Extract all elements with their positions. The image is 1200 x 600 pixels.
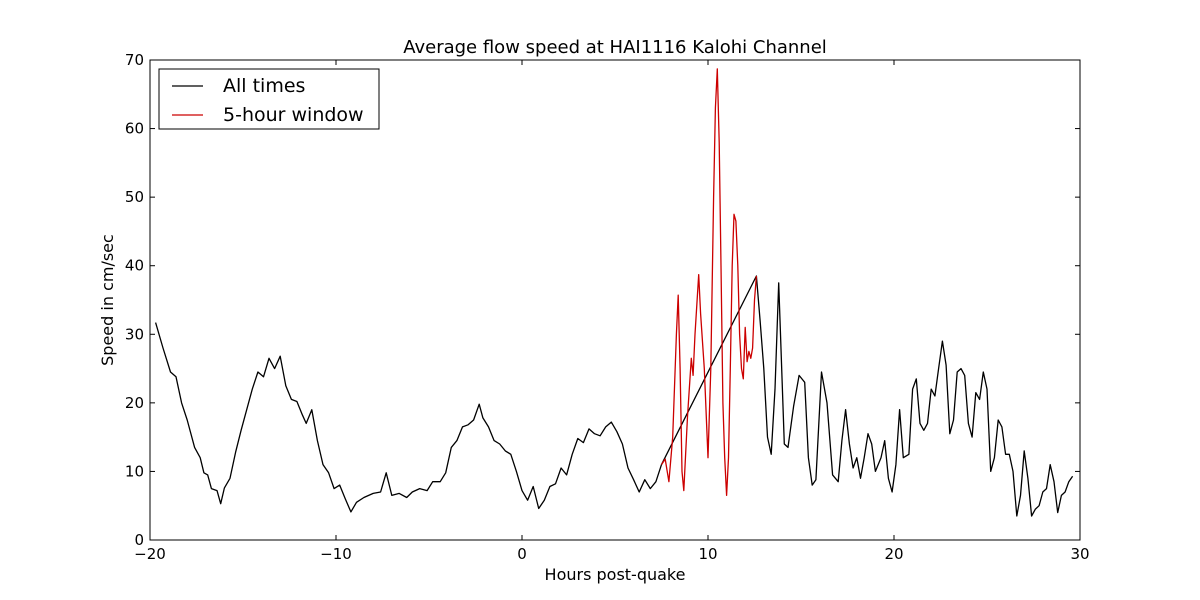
legend-label-5-hour-window: 5-hour window bbox=[223, 104, 364, 126]
legend: All times 5-hour window bbox=[158, 68, 380, 130]
y-tick-label: 60 bbox=[125, 120, 144, 138]
x-tick-label: −20 bbox=[134, 545, 166, 563]
y-tick-label: 0 bbox=[134, 531, 144, 549]
y-tick-label: 40 bbox=[125, 257, 144, 275]
y-tick-label: 30 bbox=[125, 325, 144, 343]
legend-box bbox=[158, 68, 380, 130]
y-tick-label: 70 bbox=[125, 51, 144, 69]
chart-title: Average flow speed at HAI1116 Kalohi Cha… bbox=[403, 37, 827, 58]
x-axis-label: Hours post-quake bbox=[545, 565, 686, 584]
legend-label-all-times: All times bbox=[223, 75, 305, 97]
x-tick-label: −10 bbox=[320, 545, 352, 563]
x-tick-label: 10 bbox=[698, 545, 717, 563]
y-tick-label: 10 bbox=[125, 462, 144, 480]
x-tick-label: 30 bbox=[1070, 545, 1089, 563]
x-tick-label: 0 bbox=[517, 545, 527, 563]
y-tick-label: 50 bbox=[125, 188, 144, 206]
x-tick-label: 20 bbox=[884, 545, 903, 563]
y-tick-label: 20 bbox=[125, 394, 144, 412]
series-line-all-times bbox=[154, 275, 1074, 517]
plot-frame bbox=[149, 59, 1081, 541]
y-axis-label: Speed in cm/sec bbox=[98, 234, 117, 366]
series-line-5-hour-window bbox=[660, 68, 758, 497]
